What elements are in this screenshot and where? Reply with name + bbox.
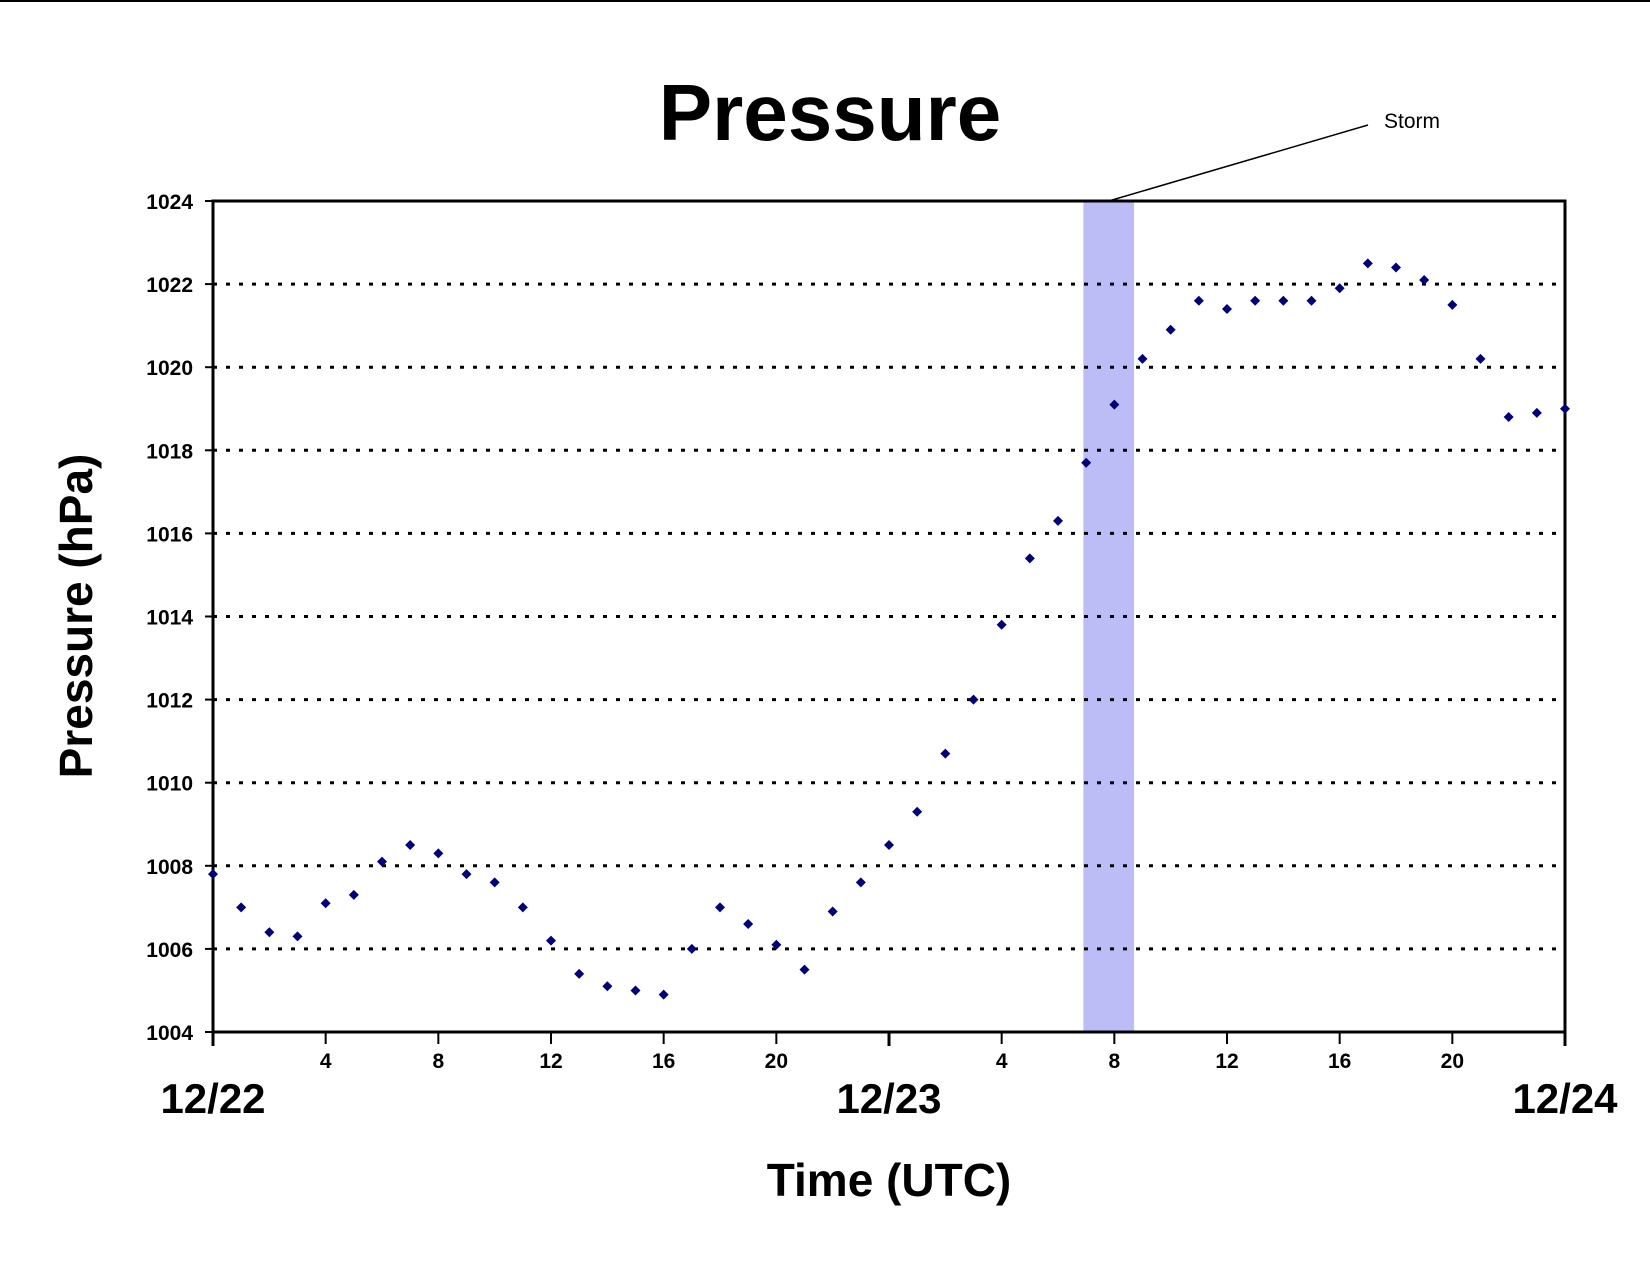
data-point — [1306, 295, 1317, 306]
data-point — [517, 902, 528, 913]
data-point — [1250, 295, 1261, 306]
data-point — [292, 931, 303, 942]
data-point — [1531, 407, 1542, 418]
data-point — [1391, 262, 1401, 273]
x-tick-label: 12 — [1215, 1050, 1238, 1073]
data-point — [799, 964, 810, 975]
data-point — [264, 927, 275, 938]
data-point — [1334, 283, 1345, 294]
y-tick-label: 1012 — [146, 690, 193, 713]
data-point — [489, 877, 500, 888]
data-point — [1222, 304, 1232, 315]
x-tick-label: 16 — [652, 1050, 675, 1073]
data-point — [968, 694, 979, 705]
data-point — [1278, 295, 1289, 306]
data-point — [348, 889, 359, 900]
data-point — [433, 848, 444, 859]
data-point — [1165, 324, 1176, 335]
data-point — [1362, 258, 1373, 269]
data-point — [1137, 353, 1148, 364]
data-point — [1419, 274, 1430, 285]
y-tick-label: 1022 — [146, 274, 193, 297]
x-tick-label: 4 — [320, 1050, 332, 1073]
x-axis-ticks: 4 8 12 16 20 4 8 12 16 20 12/22 12/23 12/24 — [160, 1032, 1618, 1122]
storm-highlight-layer: Storm — [1083, 110, 1440, 1032]
data-point — [1109, 399, 1120, 410]
data-point — [405, 840, 416, 851]
y-tick-label: 1018 — [146, 440, 193, 463]
storm-callout-line — [1108, 124, 1369, 202]
x-day-label: 12/24 — [1512, 1075, 1618, 1122]
data-point — [996, 619, 1007, 630]
y-tick-label: 1024 — [146, 191, 193, 214]
x-day-label: 12/23 — [836, 1075, 941, 1122]
data-point — [686, 943, 697, 954]
data-point — [1560, 403, 1570, 414]
data-point — [1475, 353, 1486, 364]
x-tick-label: 8 — [1108, 1050, 1120, 1073]
x-tick-label: 20 — [765, 1050, 788, 1073]
data-point — [1447, 299, 1458, 310]
x-axis-label: Time (UTC) — [767, 1154, 1012, 1206]
y-tick-label: 1004 — [146, 1022, 193, 1045]
data-point — [940, 748, 951, 759]
data-point — [1053, 515, 1063, 526]
data-point — [1024, 553, 1035, 564]
data-point — [884, 840, 894, 851]
y-tick-label: 1016 — [146, 523, 193, 546]
y-tick-label: 1006 — [146, 939, 193, 962]
data-point — [320, 898, 331, 909]
data-point — [208, 869, 218, 880]
x-day-label: 12/22 — [160, 1075, 265, 1122]
x-tick-label: 4 — [996, 1050, 1008, 1073]
y-tick-label: 1010 — [146, 773, 193, 796]
data-point — [1081, 457, 1092, 468]
data-point — [827, 906, 838, 917]
data-point — [574, 968, 585, 979]
y-tick-label: 1008 — [146, 856, 193, 879]
data-point — [630, 985, 641, 996]
gridlines — [213, 282, 1565, 951]
y-tick-label: 1020 — [146, 357, 193, 380]
data-point — [658, 989, 669, 1000]
data-point — [855, 877, 866, 888]
x-tick-label: 12 — [539, 1050, 562, 1073]
x-tick-label: 20 — [1441, 1050, 1464, 1073]
data-point — [1503, 412, 1514, 423]
storm-label: Storm — [1384, 110, 1440, 133]
data-points — [208, 258, 1570, 1000]
data-point — [715, 902, 725, 913]
data-point — [546, 935, 556, 946]
chart-title: Pressure — [659, 68, 1001, 157]
x-tick-label: 16 — [1328, 1050, 1351, 1073]
data-point — [1193, 295, 1204, 306]
data-point — [377, 856, 387, 867]
data-point — [912, 806, 923, 817]
y-axis-ticks: 1004 1006 1008 1010 1012 1014 1016 1018 1020 1022… — [146, 191, 213, 1045]
data-point — [771, 939, 782, 950]
data-point — [743, 918, 754, 929]
y-tick-label: 1014 — [146, 607, 193, 630]
data-point — [602, 981, 613, 992]
x-tick-label: 8 — [432, 1050, 444, 1073]
data-point — [236, 902, 247, 913]
data-point — [461, 869, 472, 880]
y-axis-label: Pressure (hPa) — [50, 454, 102, 779]
